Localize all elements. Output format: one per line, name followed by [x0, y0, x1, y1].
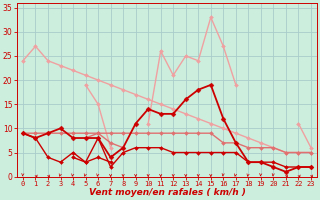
X-axis label: Vent moyen/en rafales ( km/h ): Vent moyen/en rafales ( km/h ) [89, 188, 245, 197]
